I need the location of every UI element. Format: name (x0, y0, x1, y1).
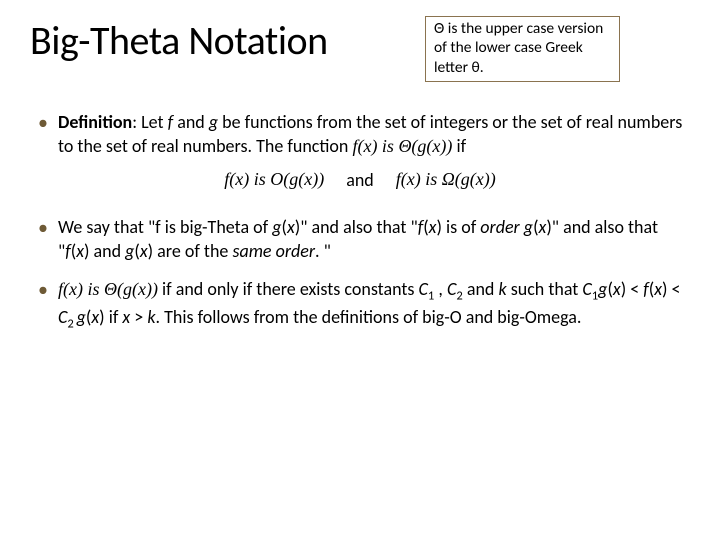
math-theta-def: f(x) is Θ(g(x)) (352, 136, 452, 156)
and-row: f(x) is O(g(x)) and f(x) is Ω(g(x)) (36, 169, 684, 191)
var-x: x (654, 278, 662, 300)
sub-2b: 2 (67, 317, 76, 332)
bullet-constants: f(x) is Θ(g(x)) if and only if there exi… (36, 277, 684, 332)
bullet-we-say: We say that "f is big-Theta of g(x)" and… (36, 215, 684, 264)
var-x: x (287, 216, 295, 238)
bullet-definition: Definition: Let f and g be functions fro… (36, 110, 684, 159)
text: . This follows from the definitions of b… (156, 306, 582, 328)
var-x: x (140, 240, 148, 262)
text: . " (315, 240, 331, 262)
same-order: same order (232, 240, 315, 262)
and-word: and (346, 169, 374, 191)
page-title: Big-Theta Notation (30, 16, 425, 65)
math-big-o: f(x) is O(g(x)) (224, 169, 324, 190)
text: We say that "f is big-Theta of (58, 216, 272, 238)
math-big-omega: f(x) is Ω(g(x)) (396, 169, 496, 190)
content: Definition: Let f and g be functions fro… (0, 92, 720, 332)
var-g: g (77, 306, 86, 328)
var-x: x (613, 278, 621, 300)
text: and (173, 111, 209, 133)
text: such that (507, 278, 583, 300)
var-C2: C (447, 278, 456, 300)
var-x: x (76, 240, 84, 262)
var-C1b: C (582, 278, 591, 300)
text: ) if (99, 306, 122, 328)
theta-note-box: Θ is the upper case version of the lower… (425, 16, 620, 82)
var-g: g (209, 111, 218, 133)
text: and (463, 278, 499, 300)
order-g: order g (480, 216, 533, 238)
text: if (452, 135, 466, 157)
var-x: x (91, 306, 99, 328)
var-C1: C (419, 278, 428, 300)
text: ) < (662, 278, 681, 300)
text: ) and (84, 240, 125, 262)
var-k: k (147, 306, 155, 328)
text: if and only if there exists constants (158, 278, 419, 300)
text: )" and also that " (295, 216, 418, 238)
var-k: k (498, 278, 506, 300)
definition-label: Definition (58, 111, 132, 133)
text: , (434, 278, 447, 300)
text: > (130, 306, 147, 328)
text: : Let (132, 111, 167, 133)
text: ) is of (436, 216, 480, 238)
text: ) are of the (148, 240, 233, 262)
spacer (36, 267, 684, 277)
header: Big-Theta Notation Θ is the upper case v… (0, 0, 720, 92)
text: ) < (621, 278, 644, 300)
math-theta: f(x) is Θ(g(x)) (58, 279, 158, 299)
var-C2b: C (58, 306, 67, 328)
var-g: g (125, 240, 134, 262)
